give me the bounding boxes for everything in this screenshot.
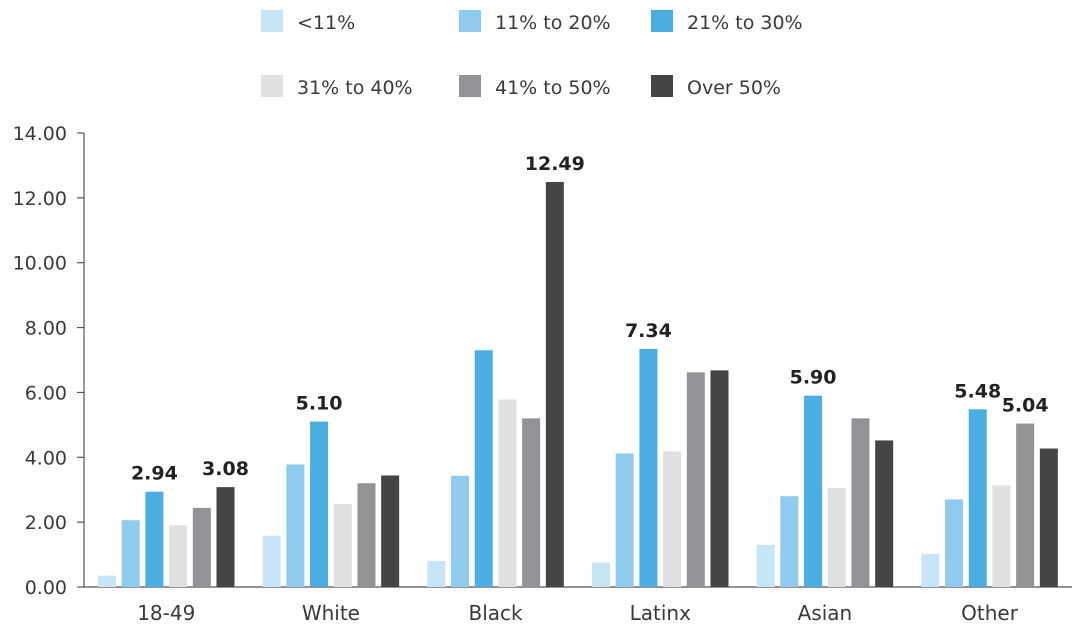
bar <box>169 525 187 587</box>
x-tick-label: Black <box>469 601 524 624</box>
bar <box>451 476 469 587</box>
x-tick-label: Other <box>961 601 1019 624</box>
bar <box>145 492 163 587</box>
bar <box>217 487 235 587</box>
bar <box>475 350 493 587</box>
y-tick-label: 8.00 <box>25 318 67 340</box>
y-tick-label: 4.00 <box>25 447 67 469</box>
data-label: 12.49 <box>525 153 585 175</box>
legend-swatch <box>651 75 673 97</box>
y-tick-label: 12.00 <box>13 188 67 210</box>
bar <box>851 418 869 587</box>
bar <box>522 418 540 587</box>
y-tick-label: 0.00 <box>25 577 67 599</box>
bar <box>546 182 564 587</box>
legend-swatch <box>261 10 283 32</box>
bar <box>804 396 822 587</box>
legend-swatch <box>459 10 481 32</box>
bar <box>711 370 729 587</box>
data-label: 5.04 <box>1002 395 1049 417</box>
bar <box>663 451 681 587</box>
bar <box>992 485 1010 587</box>
bar <box>193 508 211 587</box>
y-tick-label: 2.00 <box>25 512 67 534</box>
legend-label: Over 50% <box>687 77 781 99</box>
x-tick-label: 18-49 <box>137 601 195 624</box>
bar <box>310 422 328 587</box>
bar <box>780 496 798 587</box>
bar <box>1016 424 1034 587</box>
bar <box>945 499 963 587</box>
legend-label: <11% <box>297 12 355 34</box>
bar <box>427 561 445 587</box>
bar <box>921 554 939 587</box>
bar <box>1040 449 1058 587</box>
legend-label: 41% to 50% <box>495 77 611 99</box>
data-label: 5.48 <box>954 380 1001 402</box>
legend-swatch <box>651 10 673 32</box>
bar <box>592 563 610 587</box>
x-tick-label: White <box>302 601 360 624</box>
bar <box>334 504 352 587</box>
bar <box>969 409 987 587</box>
bar <box>639 349 657 587</box>
bar <box>687 372 705 587</box>
bar <box>498 400 516 587</box>
legend-label: 21% to 30% <box>687 12 803 34</box>
legend: <11% 11% to 20% 21% to 30% 31% to 40% 41% to… <box>261 10 803 99</box>
x-tick-label: Latinx <box>630 601 691 624</box>
legend-swatch <box>459 75 481 97</box>
bar <box>98 576 116 587</box>
bar <box>286 464 304 587</box>
legend-label: 31% to 40% <box>297 77 413 99</box>
bar <box>757 545 775 587</box>
bars <box>98 182 1058 587</box>
y-tick-label: 6.00 <box>25 382 67 404</box>
legend-label: 11% to 20% <box>495 12 611 34</box>
data-labels: 2.94 3.08 5.10 12.49 7.34 5.90 5.485.04 <box>131 153 1049 485</box>
legend-swatch <box>261 75 283 97</box>
y-tick-label: 10.00 <box>13 253 67 275</box>
bar <box>875 440 893 587</box>
bar <box>828 488 846 587</box>
data-label: 7.34 <box>625 320 672 342</box>
y-tick-label: 14.00 <box>13 123 67 145</box>
bar <box>381 475 399 587</box>
bar <box>616 453 634 587</box>
data-label: 5.90 <box>790 367 837 389</box>
bar <box>357 483 375 587</box>
data-label: 2.94 <box>131 463 178 485</box>
bar <box>263 536 281 587</box>
bar <box>122 520 140 587</box>
data-label: 5.10 <box>296 393 343 415</box>
data-label: 3.08 <box>202 458 249 480</box>
x-tick-label: Asian <box>798 601 853 624</box>
